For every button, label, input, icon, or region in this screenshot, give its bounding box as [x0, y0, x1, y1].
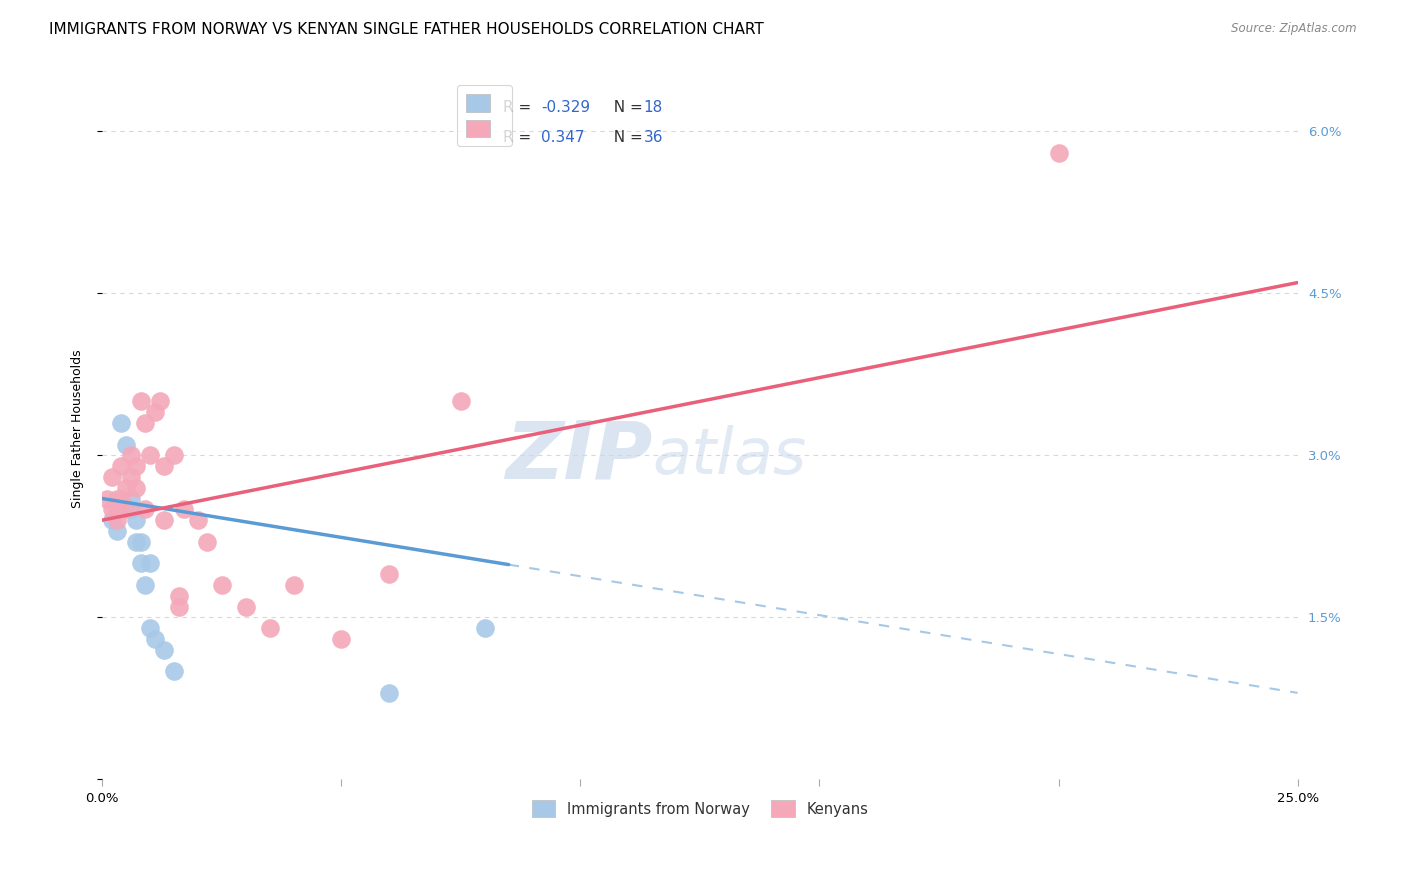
- Point: [474, 621, 496, 635]
- Text: atlas: atlas: [652, 425, 807, 487]
- Point: [167, 589, 190, 603]
- Point: [163, 665, 186, 679]
- Point: [110, 491, 132, 506]
- Point: [134, 578, 156, 592]
- Text: R =: R =: [503, 129, 541, 145]
- Point: [125, 513, 148, 527]
- Point: [139, 557, 162, 571]
- Point: [283, 578, 305, 592]
- Point: [139, 448, 162, 462]
- Text: 36: 36: [644, 129, 664, 145]
- Point: [115, 502, 138, 516]
- Text: ZIP: ZIP: [505, 417, 652, 495]
- Point: [143, 405, 166, 419]
- Point: [105, 513, 128, 527]
- Point: [235, 599, 257, 614]
- Text: IMMIGRANTS FROM NORWAY VS KENYAN SINGLE FATHER HOUSEHOLDS CORRELATION CHART: IMMIGRANTS FROM NORWAY VS KENYAN SINGLE …: [49, 22, 763, 37]
- Point: [173, 502, 195, 516]
- Point: [105, 524, 128, 538]
- Point: [187, 513, 209, 527]
- Point: [101, 470, 124, 484]
- Point: [378, 686, 401, 700]
- Point: [163, 448, 186, 462]
- Point: [153, 642, 176, 657]
- Point: [149, 394, 172, 409]
- Point: [259, 621, 281, 635]
- Point: [143, 632, 166, 646]
- Point: [105, 491, 128, 506]
- Point: [378, 567, 401, 582]
- Y-axis label: Single Father Households: Single Father Households: [72, 349, 84, 508]
- Point: [153, 459, 176, 474]
- Point: [120, 502, 142, 516]
- Text: N =: N =: [605, 100, 648, 115]
- Point: [125, 459, 148, 474]
- Point: [101, 502, 124, 516]
- Point: [125, 534, 148, 549]
- Point: [153, 513, 176, 527]
- Point: [134, 416, 156, 430]
- Point: [197, 534, 219, 549]
- Text: N =: N =: [605, 129, 648, 145]
- Point: [211, 578, 233, 592]
- Point: [129, 557, 152, 571]
- Text: 18: 18: [644, 100, 664, 115]
- Point: [129, 534, 152, 549]
- Point: [330, 632, 353, 646]
- Point: [120, 448, 142, 462]
- Point: [115, 481, 138, 495]
- Point: [120, 491, 142, 506]
- Point: [105, 502, 128, 516]
- Text: Source: ZipAtlas.com: Source: ZipAtlas.com: [1232, 22, 1357, 36]
- Point: [110, 416, 132, 430]
- Point: [129, 394, 152, 409]
- Point: [96, 491, 118, 506]
- Text: R =: R =: [503, 100, 536, 115]
- Legend: Immigrants from Norway, Kenyans: Immigrants from Norway, Kenyans: [524, 793, 876, 824]
- Point: [139, 621, 162, 635]
- Text: 0.347: 0.347: [541, 129, 585, 145]
- Point: [167, 599, 190, 614]
- Text: -0.329: -0.329: [541, 100, 591, 115]
- Point: [101, 513, 124, 527]
- Point: [125, 481, 148, 495]
- Point: [115, 437, 138, 451]
- Point: [110, 459, 132, 474]
- Point: [450, 394, 472, 409]
- Point: [134, 502, 156, 516]
- Point: [120, 470, 142, 484]
- Point: [1047, 146, 1070, 161]
